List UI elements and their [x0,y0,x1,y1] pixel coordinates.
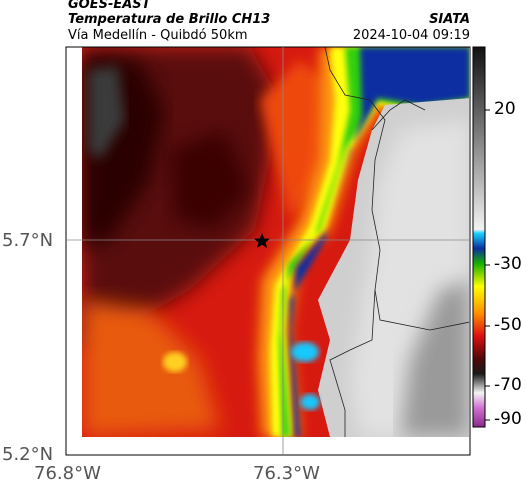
y-tick-label: 5.7°N [2,230,54,251]
timestamp: 2024-10-04 09:19 [352,28,470,43]
x-tick-label: 76.8°W [34,463,101,484]
x-tick-label: 76.3°W [253,463,320,484]
colorbar-tick-label: -30 [494,254,522,274]
y-tick-label: 5.2°N [2,444,54,465]
colorbar-tick-label: -70 [494,375,522,395]
colorbar-tick-label: -50 [494,315,522,335]
agency-name: SIATA [429,12,470,27]
location-star-icon [254,233,270,248]
route-subtitle: Vía Medellín - Quibdó 50km [68,28,248,43]
colorbar-tick-label: -90 [494,409,522,429]
product-title: Temperatura de Brillo CH13 [68,12,271,27]
colorbar [472,46,486,428]
satellite-name: GOES-EAST [68,0,151,12]
satellite-imagery [82,47,469,437]
colorbar-tick-label: 20 [494,99,516,119]
